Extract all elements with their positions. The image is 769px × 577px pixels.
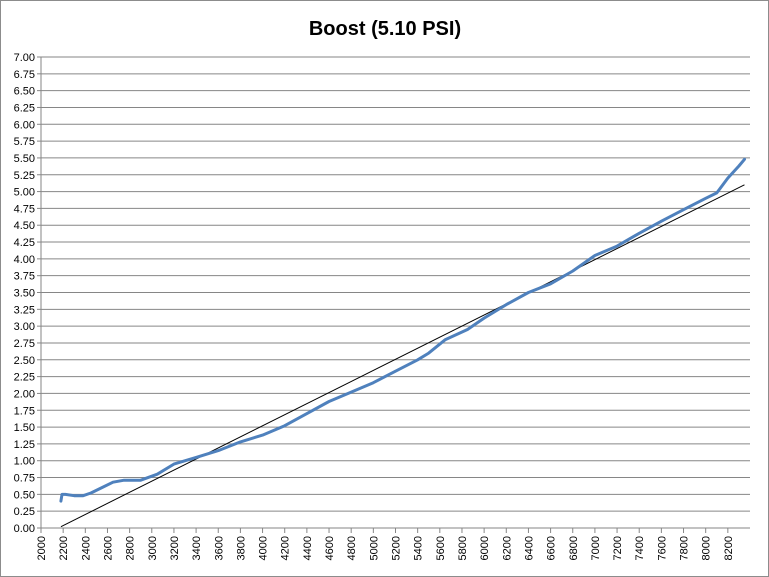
y-tick-label: 5.75: [14, 136, 35, 148]
x-tick-label: 5400: [413, 536, 425, 560]
x-tick-label: 8000: [701, 536, 713, 560]
y-tick-label: 6.50: [14, 86, 35, 98]
boost-series-line: [59, 157, 746, 503]
y-tick-label: 4.50: [14, 220, 35, 232]
y-tick-label: 5.00: [14, 187, 35, 199]
y-tick-label: 6.00: [14, 119, 35, 131]
axes: [37, 56, 750, 533]
x-tick-label: 4000: [258, 536, 270, 560]
y-tick-label: 6.25: [14, 102, 35, 114]
x-tick-label: 3400: [191, 536, 203, 560]
x-tick-label: 4400: [302, 536, 314, 560]
x-tick-label: 6000: [479, 536, 491, 560]
x-tick-label: 2400: [80, 536, 92, 560]
grid-lines: [41, 56, 750, 512]
x-axis-tick-labels: 2000 2200 2400 2600 2800 3000 3200 3400 3600 3800…: [36, 536, 735, 560]
x-tick-label: 2000: [36, 536, 48, 560]
x-tick-label: 7600: [656, 536, 668, 560]
y-tick-label: 2.50: [14, 355, 35, 367]
x-tick-label: 7000: [590, 536, 602, 560]
y-tick-label: 3.25: [14, 304, 35, 316]
y-tick-label: 1.75: [14, 405, 35, 417]
y-tick-label: 1.50: [14, 422, 35, 434]
x-tick-label: 3200: [169, 536, 181, 560]
x-tick-label: 8200: [723, 536, 735, 560]
x-tick-label: 7400: [634, 536, 646, 560]
x-tick-label: 4800: [346, 536, 358, 560]
y-tick-label: 0.75: [14, 473, 35, 485]
y-tick-label: 6.75: [14, 69, 35, 81]
x-tick-label: 5200: [391, 536, 403, 560]
x-tick-label: 5600: [435, 536, 447, 560]
y-tick-label: 4.75: [14, 203, 35, 215]
x-tick-label: 6400: [523, 536, 535, 560]
y-tick-label: 5.25: [14, 170, 35, 182]
y-tick-label: 2.75: [14, 338, 35, 350]
x-tick-label: 2200: [58, 536, 70, 560]
x-tick-label: 4600: [324, 536, 336, 560]
x-tick-label: 2600: [102, 536, 114, 560]
data-series: [59, 157, 746, 528]
y-tick-label: 4.00: [14, 254, 35, 266]
trend-line: [60, 184, 745, 528]
x-tick-label: 7200: [612, 536, 624, 560]
y-tick-label: 0.50: [14, 489, 35, 501]
y-tick-label: 2.25: [14, 372, 35, 384]
x-tick-label: 3600: [213, 536, 225, 560]
y-tick-label: 1.00: [14, 456, 35, 468]
x-tick-label: 6600: [546, 536, 558, 560]
y-tick-label: 2.00: [14, 388, 35, 400]
y-tick-label: 3.00: [14, 321, 35, 333]
x-tick-label: 6800: [568, 536, 580, 560]
x-tick-label: 3000: [147, 536, 159, 560]
x-tick-label: 2800: [125, 536, 137, 560]
chart-title: Boost (5.10 PSI): [309, 18, 461, 40]
y-tick-label: 3.75: [14, 271, 35, 283]
y-tick-label: 4.25: [14, 237, 35, 249]
y-tick-label: 1.25: [14, 439, 35, 451]
y-axis-tick-labels: 0.00 0.25 0.50 0.75 1.00 1.25 1.50 1.75 2.00 2.25…: [14, 52, 35, 535]
x-tick-label: 3800: [235, 536, 247, 560]
y-tick-label: 5.50: [14, 153, 35, 165]
x-tick-label: 4200: [280, 536, 292, 560]
y-tick-label: 7.00: [14, 52, 35, 64]
y-tick-label: 0.25: [14, 506, 35, 518]
x-tick-label: 5800: [457, 536, 469, 560]
y-tick-label: 3.50: [14, 288, 35, 300]
y-tick-label: 0.00: [14, 523, 35, 535]
x-tick-label: 7800: [679, 536, 691, 560]
x-tick-label: 5000: [368, 536, 380, 560]
x-tick-label: 6200: [501, 536, 513, 560]
